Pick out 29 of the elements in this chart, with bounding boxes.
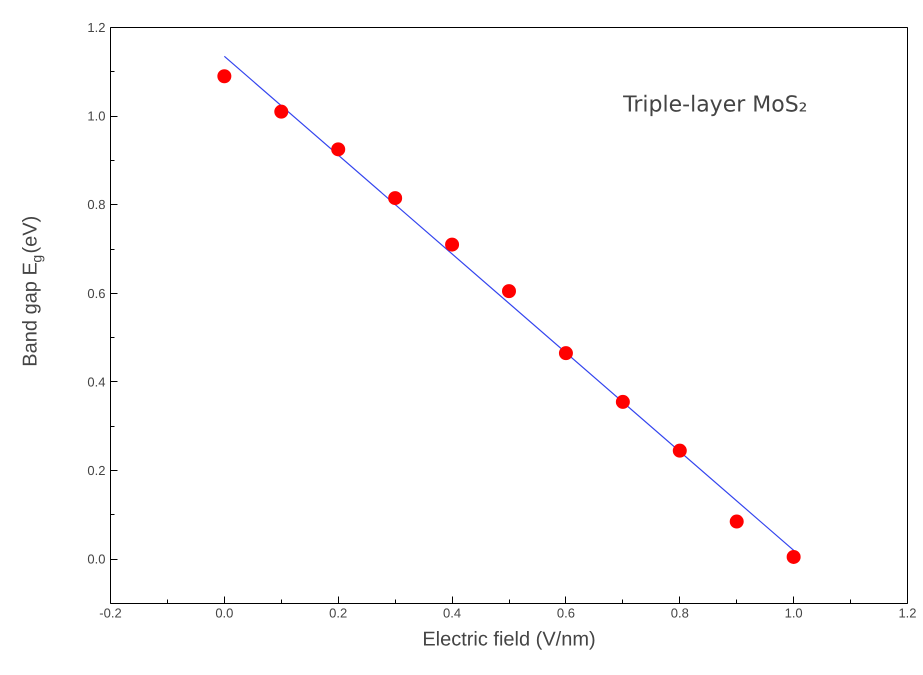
x-tick-label: 0.4 bbox=[443, 606, 462, 620]
y-tick-label: 1.0 bbox=[87, 108, 106, 124]
point bbox=[502, 284, 516, 298]
y-axis-title: Band gap Eg(eV) bbox=[20, 216, 44, 367]
point bbox=[445, 238, 460, 252]
x-tick-label: 1.0 bbox=[784, 606, 803, 620]
x-tick-label: 0.6 bbox=[556, 606, 575, 620]
x-tick-label: 0.0 bbox=[215, 606, 234, 620]
point bbox=[217, 69, 232, 84]
annotation: Triple-layer MoS₂ bbox=[622, 92, 808, 118]
y-tick-label: 0.2 bbox=[87, 463, 106, 478]
point bbox=[672, 444, 687, 458]
y-tick-label: 1.2 bbox=[87, 20, 106, 35]
x-tick-label: 0.8 bbox=[670, 606, 689, 620]
point bbox=[616, 394, 630, 409]
y-tick-label: 0.8 bbox=[87, 197, 106, 212]
x-tick-label: 1.2 bbox=[898, 606, 917, 620]
point bbox=[558, 346, 573, 360]
point bbox=[730, 514, 744, 529]
x-tick-label: 0.2 bbox=[329, 606, 348, 620]
x-tick-label: -0.2 bbox=[99, 606, 122, 620]
y-tick-label: 0.0 bbox=[87, 552, 106, 567]
y-tick-label: 0.4 bbox=[87, 374, 106, 390]
x-axis-title: Electric field (V/nm) bbox=[422, 628, 596, 650]
point bbox=[786, 550, 801, 564]
point bbox=[331, 142, 346, 156]
point bbox=[274, 104, 288, 119]
point bbox=[388, 191, 402, 206]
y-tick-label: 0.6 bbox=[87, 286, 106, 301]
